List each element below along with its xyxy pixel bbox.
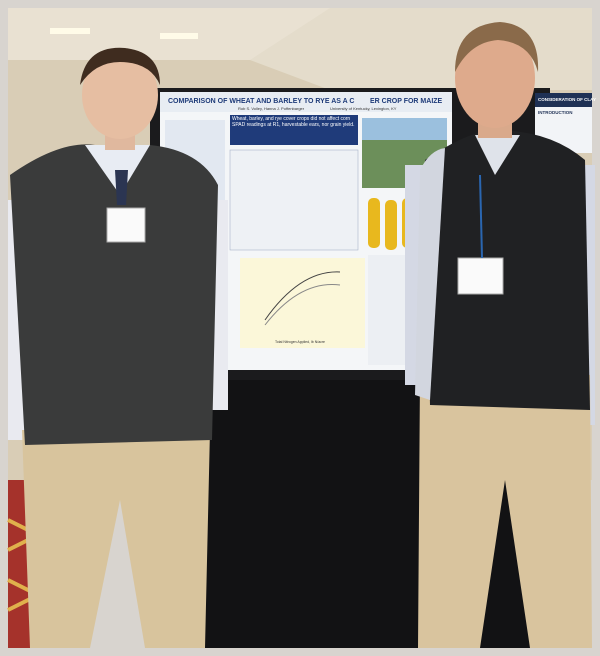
pants	[22, 430, 210, 648]
face	[455, 28, 535, 128]
light	[160, 33, 198, 39]
poster-curve	[264, 284, 341, 326]
poster-chart-x-label: Total Nitrogen Applied, lb N/acre	[275, 340, 325, 344]
pants	[418, 375, 592, 648]
poster-title: ER CROP FOR MAIZE	[370, 98, 443, 105]
tie	[115, 170, 128, 205]
poster-title: COMPARISON OF WHEAT AND BARLEY TO RYE AS…	[168, 98, 354, 105]
light	[50, 28, 90, 34]
neighbor-header	[535, 93, 592, 107]
poster-table	[229, 149, 359, 251]
name-badge	[106, 207, 146, 243]
poster-corn	[385, 200, 397, 250]
poster-corn	[368, 198, 380, 248]
poster-highlight: Wheat, barley, and rye cover crops did n…	[232, 116, 355, 128]
shirt	[415, 148, 445, 400]
hair	[455, 22, 539, 72]
name-badge	[457, 257, 504, 295]
poster-curve	[264, 271, 341, 321]
poster-affiliation: University of Kentucky, Lexington, KY	[330, 106, 397, 111]
puffer-vest	[425, 130, 590, 410]
lanyard	[479, 174, 483, 259]
poster-chart	[240, 258, 365, 348]
hair	[80, 47, 160, 85]
neighbor-section: INTRODUCTION	[538, 110, 573, 115]
neighbor-title: CONSIDERATION OF CLAY	[538, 97, 596, 102]
shirt-collar	[475, 135, 520, 175]
highlight-box	[230, 115, 358, 145]
face	[82, 51, 158, 139]
poster-header	[160, 92, 452, 112]
fleece-vest	[10, 144, 218, 445]
poster-sky	[362, 118, 447, 140]
highlight-wrap: Wheat, barley, and rye cover crops did n…	[232, 116, 355, 128]
poster-authors: Rob S. Volley, Hanna J. Poffenbarger	[238, 106, 305, 111]
